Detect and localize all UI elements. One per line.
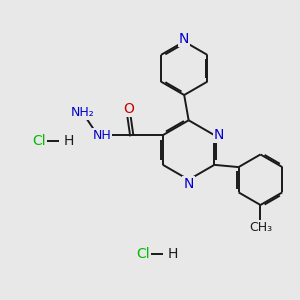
- Text: N: N: [214, 128, 224, 142]
- Text: N: N: [184, 177, 194, 191]
- Text: Cl: Cl: [32, 134, 46, 148]
- Text: H: H: [64, 134, 74, 148]
- Text: CH₃: CH₃: [249, 221, 272, 234]
- Text: O: O: [123, 102, 134, 116]
- Text: NH: NH: [93, 129, 111, 142]
- Text: H: H: [168, 247, 178, 261]
- Text: N: N: [179, 32, 189, 46]
- Text: Cl: Cl: [136, 247, 150, 261]
- Text: NH₂: NH₂: [71, 106, 94, 119]
